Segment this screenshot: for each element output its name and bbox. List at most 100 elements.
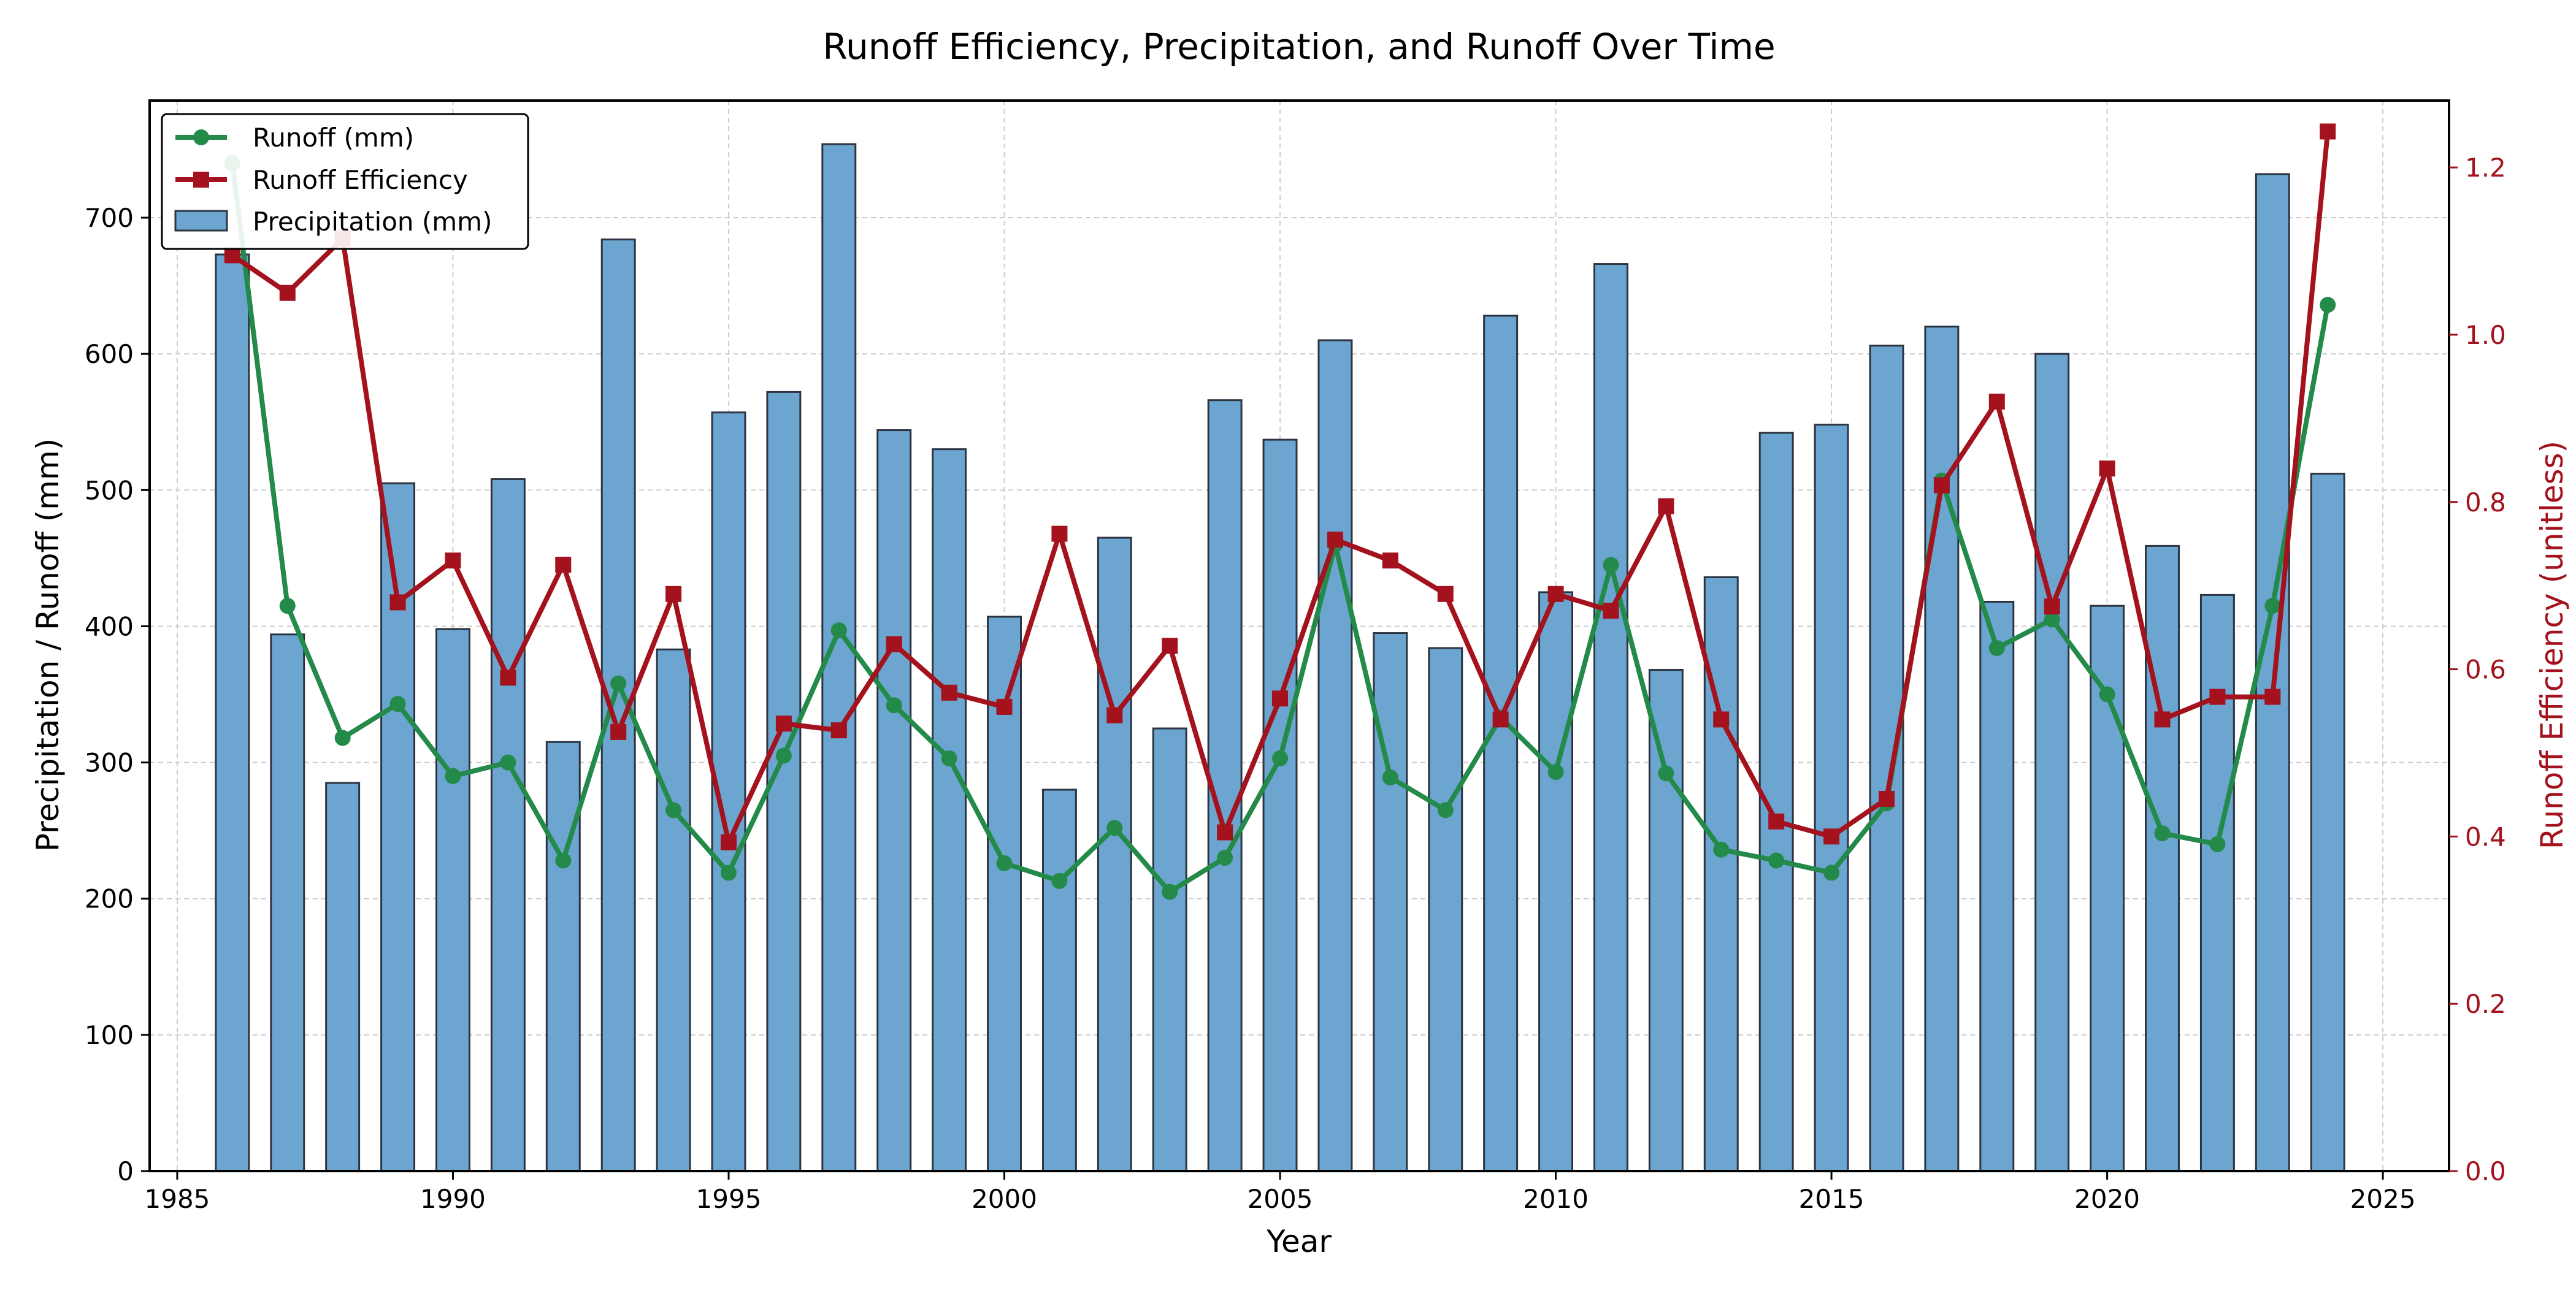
efficiency-point [775, 716, 792, 732]
precipitation-bar [1152, 727, 1187, 1172]
efficiency-point [1988, 394, 2005, 410]
y-tick-label: 100 [85, 1020, 134, 1050]
precipitation-bar [1317, 339, 1353, 1172]
y-tick-label: 0 [117, 1156, 134, 1186]
legend-precipitation-swatch [174, 210, 228, 232]
precipitation-bar [932, 448, 967, 1172]
x-tick-label: 2025 [2350, 1184, 2416, 1214]
runoff-point [830, 622, 847, 639]
precipitation-bar [1979, 600, 2015, 1172]
axes: 1985 1990 1995 2000 2005 2010 2015 2020 2025 0 100… [85, 101, 2506, 1214]
x-tick-label: 2020 [2074, 1184, 2140, 1214]
efficiency-point [1492, 711, 1509, 728]
runoff-point [1547, 764, 1564, 780]
efficiency-point [224, 247, 240, 264]
efficiency-point [2209, 689, 2226, 705]
runoff-point [1988, 639, 2005, 656]
efficiency-point [1768, 813, 1785, 830]
efficiency-point [2320, 123, 2336, 140]
efficiency-point [1878, 790, 1895, 807]
y2-tick-label: 0.8 [2465, 487, 2506, 517]
runoff-point [665, 802, 682, 819]
x-tick-label: 1985 [145, 1184, 210, 1214]
runoff-point [1823, 864, 1840, 881]
runoff-point [1382, 769, 1398, 786]
precipitation-bar [215, 253, 250, 1172]
precipitation-bar [1041, 788, 1077, 1172]
efficiency-point [1327, 532, 1343, 548]
efficiency-point [1933, 477, 1950, 494]
runoff-point [389, 696, 406, 712]
runoff-point [1217, 850, 1233, 866]
efficiency-point [941, 684, 957, 701]
runoff-point [2209, 836, 2226, 852]
efficiency-point [1162, 638, 1178, 654]
x-tick-label: 1990 [420, 1184, 486, 1214]
precipitation-bar [987, 616, 1022, 1172]
efficiency-point [1106, 707, 1123, 723]
runoff-point [1162, 884, 1178, 900]
efficiency-point [279, 284, 296, 301]
runoff-point [2044, 611, 2060, 628]
efficiency-point [1382, 552, 1398, 569]
runoff-point [2264, 598, 2281, 614]
runoff-point [886, 697, 902, 714]
efficiency-point [1272, 690, 1289, 707]
precipitation-bar [2145, 544, 2180, 1172]
efficiency-point [2044, 598, 2060, 615]
efficiency-point [1051, 525, 1068, 542]
precipitation-bar [2034, 353, 2070, 1172]
x-tick-label: 2015 [1799, 1184, 1865, 1214]
precipitation-bar [1593, 263, 1628, 1172]
x-tick-label: 1995 [696, 1184, 762, 1214]
runoff-point [941, 750, 957, 766]
precipitation-bar [1648, 669, 1684, 1172]
precipitation-bar [656, 648, 691, 1172]
efficiency-point [886, 636, 902, 652]
precipitation-bar [2310, 473, 2345, 1172]
efficiency-point [1823, 828, 1840, 845]
chart-title: Runoff Efficiency, Precipitation, and Ru… [822, 26, 1775, 67]
runoff-point [1768, 852, 1785, 869]
y2-tick-label: 1.0 [2465, 320, 2506, 350]
runoff-point [1051, 872, 1068, 889]
precipitation-bar [876, 429, 912, 1172]
legend: Runoff (mm) Runoff Efficiency Precipitat… [161, 113, 529, 250]
runoff-point [279, 598, 296, 614]
efficiency-point [2099, 460, 2115, 477]
y2-tick-label: 0.0 [2465, 1156, 2506, 1186]
precipitation-bar [1869, 345, 1904, 1172]
efficiency-point [1217, 824, 1233, 841]
y-tick-label: 600 [85, 339, 134, 369]
runoff-point [500, 754, 516, 771]
precipitation-bar [1538, 591, 1574, 1172]
efficiency-point [1658, 498, 1674, 514]
efficiency-point [500, 670, 516, 686]
runoff-point [334, 730, 351, 746]
y-tick-label: 500 [85, 475, 134, 505]
runoff-point [1106, 820, 1123, 836]
runoff-point [996, 855, 1013, 871]
efficiency-point [665, 586, 682, 602]
efficiency-point [720, 834, 737, 850]
precipitation-bar [1483, 315, 1519, 1172]
precipitation-bar [270, 633, 305, 1172]
efficiency-point [389, 594, 406, 611]
efficiency-point [830, 722, 847, 739]
efficiency-point [2154, 711, 2171, 728]
y-tick-label: 200 [85, 884, 134, 914]
legend-box [161, 113, 529, 250]
runoff-point [1658, 765, 1674, 782]
precipitation-bar [1097, 536, 1132, 1172]
efficiency-point [996, 698, 1013, 715]
efficiency-point [1603, 603, 1619, 619]
y-tick-label: 400 [85, 611, 134, 641]
runoff-point [2099, 686, 2115, 703]
y-tick-label: 700 [85, 203, 134, 233]
runoff-point [1437, 802, 1454, 819]
efficiency-point [1713, 711, 1730, 728]
efficiency-point [1437, 586, 1454, 602]
legend-efficiency-label: Runoff Efficiency [253, 165, 468, 195]
